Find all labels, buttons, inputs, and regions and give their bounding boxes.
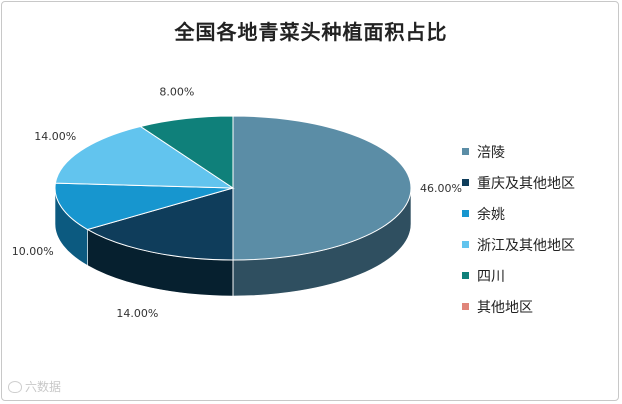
pie-slice-2 <box>54 182 234 231</box>
data-label-3: 14.00% <box>34 130 76 143</box>
legend-item: 涪陵 <box>462 136 575 167</box>
data-label-1: 14.00% <box>116 307 158 320</box>
legend-item: 四川 <box>462 260 575 291</box>
data-label-0: 46.00% <box>420 182 462 195</box>
legend-swatch <box>462 179 469 186</box>
legend-label: 其他地区 <box>477 299 533 316</box>
legend-item: 浙江及其他地区 <box>462 229 575 260</box>
data-label-2: 10.00% <box>12 245 54 258</box>
pie-slice-1 <box>86 187 234 261</box>
legend-item: 其他地区 <box>462 291 575 322</box>
legend-label: 涪陵 <box>477 144 505 161</box>
legend-label: 浙江及其他地区 <box>477 237 575 254</box>
pie-slice-0 <box>232 115 412 261</box>
legend-item: 余姚 <box>462 198 575 229</box>
legend-swatch <box>462 303 469 310</box>
watermark-icon <box>8 380 22 393</box>
pie-slice-3 <box>54 125 235 189</box>
legend-swatch <box>462 272 469 279</box>
pie-slice-4 <box>139 115 234 189</box>
legend-label: 余姚 <box>477 206 505 223</box>
data-label-4: 8.00% <box>159 86 194 99</box>
legend-swatch <box>462 148 469 155</box>
chart-title: 全国各地青菜头种植面积占比 <box>174 20 448 44</box>
watermark-text: 六数据 <box>25 380 62 394</box>
legend-label: 重庆及其他地区 <box>477 175 575 192</box>
chart-legend: 涪陵重庆及其他地区 余姚浙江及其他地区 四川其他地区 <box>462 136 575 322</box>
legend-swatch <box>462 210 469 217</box>
watermark: 六数据 <box>8 378 61 395</box>
legend-item: 重庆及其他地区 <box>462 167 575 198</box>
legend-label: 四川 <box>477 268 505 285</box>
legend-swatch <box>462 241 469 248</box>
